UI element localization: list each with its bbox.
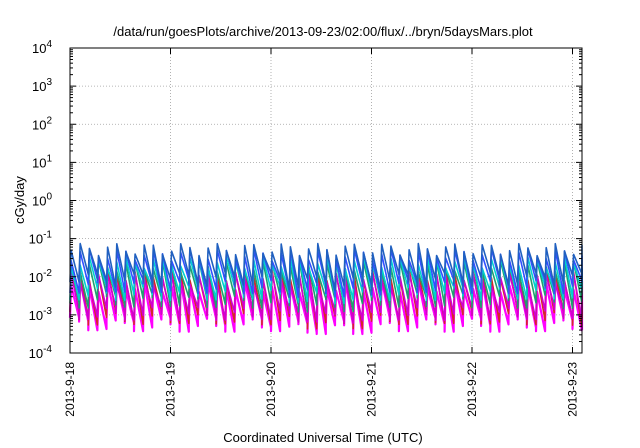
y-tick-label: 10-1 [29,230,53,247]
y-tick-label: 104 [32,39,52,56]
x-tick-label: 2013-9-19 [164,362,178,417]
y-tick-base: 10 [32,117,46,132]
y-tick-base: 10 [32,194,46,209]
y-tick-base: 10 [29,308,43,323]
y-tick-label: 103 [32,77,52,94]
y-axis-label: cGy/day [12,176,27,224]
y-tick-base: 10 [32,79,46,94]
y-tick-label: 100 [32,192,52,209]
y-tick-exponent: -4 [43,344,52,355]
y-tick-base: 10 [32,155,46,170]
y-tick-exponent: 1 [46,153,52,164]
y-tick-base: 10 [29,346,43,361]
x-axis: 2013-9-18 2013-9-19 2013-9-20 2013-9-21 2013… [63,48,580,417]
x-tick-label: 2013-9-22 [465,362,479,417]
chart-title: /data/run/goesPlots/archive/2013-09-23/0… [113,24,533,39]
y-tick-exponent: 0 [46,192,52,203]
y-tick-exponent: 4 [46,39,52,50]
y-tick-base: 10 [32,41,46,56]
y-tick-label: 10-2 [29,268,53,285]
series-line [69,242,583,292]
y-tick-label: 10-4 [29,344,53,361]
x-tick-label: 2013-9-18 [63,362,77,417]
x-tick-label: 2013-9-21 [365,362,379,417]
series-line [69,259,583,313]
y-tick-exponent: -3 [43,306,52,317]
y-tick-label: 10-3 [29,306,53,323]
y-tick-base: 10 [29,232,43,247]
y-tick-label: 101 [32,153,52,170]
y-tick-exponent: -2 [43,268,52,279]
series-line [68,279,584,336]
x-tick-label: 2013-9-23 [566,362,580,417]
y-tick-base: 10 [29,270,43,285]
y-tick-label: 102 [32,115,52,132]
series-layer [68,242,584,336]
series-line [69,272,583,324]
y-tick-exponent: 3 [46,77,52,88]
y-tick-exponent: -1 [43,230,52,241]
x-tick-label: 2013-9-20 [264,362,278,417]
x-axis-label: Coordinated Universal Time (UTC) [223,430,422,445]
y-tick-exponent: 2 [46,115,52,126]
